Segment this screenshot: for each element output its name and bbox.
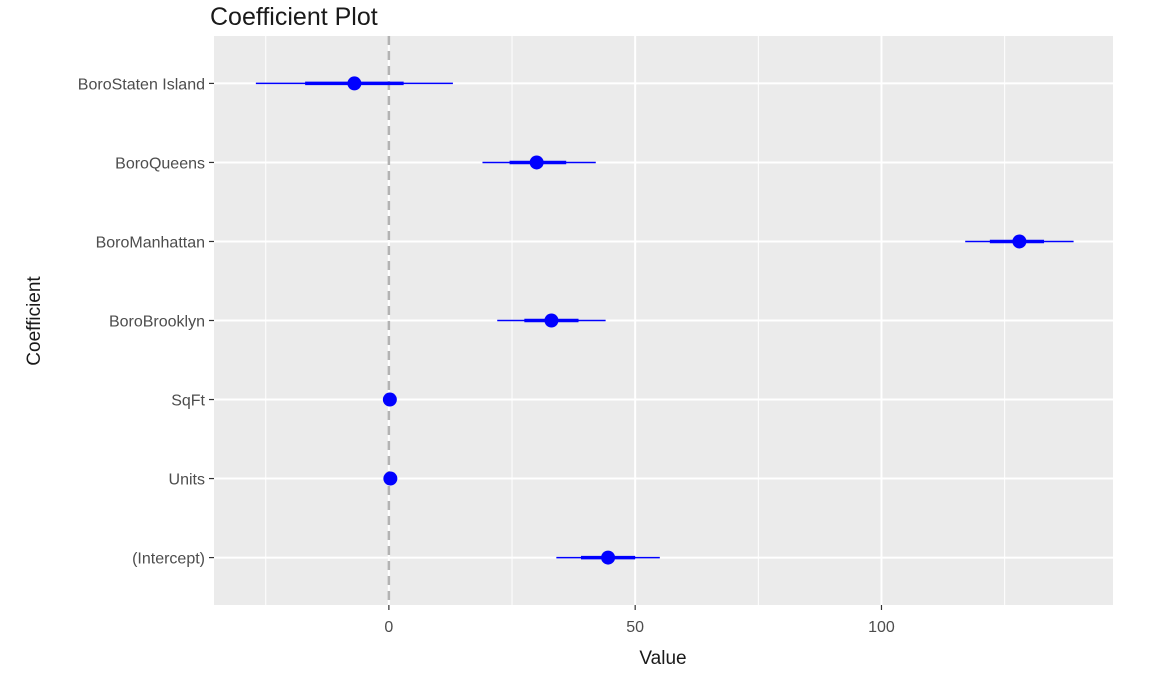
y-tick-label: BoroManhattan xyxy=(96,234,205,251)
x-tick-label: 50 xyxy=(626,619,644,636)
coefficient-mark xyxy=(497,313,606,328)
x-axis: 0 50 100 xyxy=(384,605,895,636)
coefficient-mark xyxy=(382,392,397,407)
coefficient-marks xyxy=(255,76,1074,565)
coefficient-point xyxy=(544,313,559,328)
y-tick-label: SqFt xyxy=(171,393,205,410)
y-tick-label: BoroQueens xyxy=(115,155,205,172)
coefficient-mark xyxy=(965,234,1074,249)
coefficient-mark xyxy=(482,155,596,170)
x-axis-title: Value xyxy=(639,648,686,669)
coefficient-mark xyxy=(255,76,453,91)
coefficient-point xyxy=(1012,234,1027,249)
coefficient-point xyxy=(529,155,544,170)
y-axis-title: Coefficient xyxy=(24,276,45,366)
y-axis: BoroStaten Island BoroQueens BoroManhattan… xyxy=(78,76,214,568)
coefficient-mark xyxy=(556,550,660,565)
x-tick-label: 100 xyxy=(868,619,895,636)
coefficient-point xyxy=(383,471,398,486)
y-tick-label: BoroStaten Island xyxy=(78,76,205,93)
y-tick-label: (Intercept) xyxy=(132,551,205,568)
coefficient-point xyxy=(601,550,616,565)
chart-title: Coefficient Plot xyxy=(210,3,378,31)
y-tick-label: BoroBrooklyn xyxy=(109,314,205,331)
x-tick-label: 0 xyxy=(384,619,393,636)
coefficient-mark xyxy=(383,471,398,486)
coefficient-point xyxy=(347,76,362,91)
y-tick-label: Units xyxy=(169,472,205,489)
coefficient-point xyxy=(382,392,397,407)
